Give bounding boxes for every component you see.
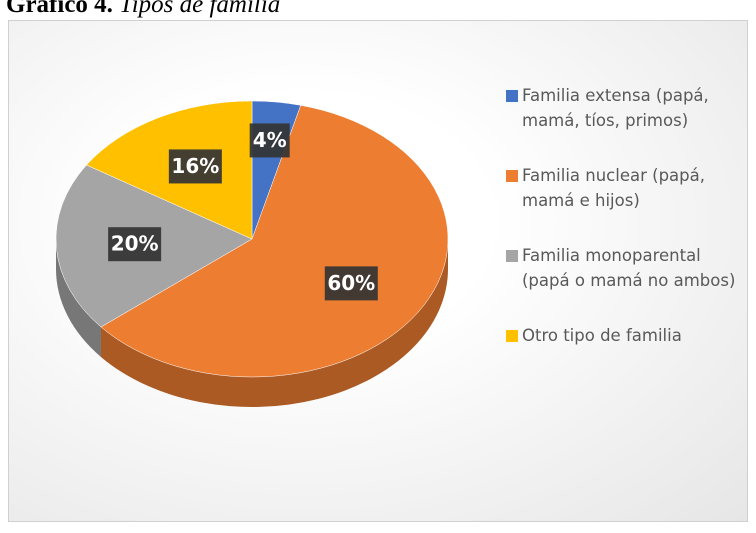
legend-item: Familia nuclear (papá, mamá e hijos) — [506, 163, 736, 213]
caption: Gráfico 4. Tipos de familia — [6, 0, 280, 19]
caption-number: Gráfico 4. — [6, 0, 113, 18]
data-label-box — [168, 149, 222, 184]
legend-label: Familia nuclear (papá, mamá e hijos) — [522, 166, 705, 210]
data-label-box — [249, 123, 290, 158]
legend-swatch — [506, 250, 518, 262]
data-label: 4% — [253, 128, 287, 152]
legend-item: Familia extensa (papá, mamá, tíos, primo… — [506, 83, 736, 133]
legend-swatch — [506, 330, 518, 342]
chart-area: 4% 60% 20% 16% Familia extensa (papá, mamá,… — [8, 20, 748, 522]
data-label: 60% — [327, 271, 375, 295]
data-label-box — [108, 227, 162, 262]
legend-item: Familia monoparental (papá o mamá no amb… — [506, 243, 736, 293]
data-label: 20% — [111, 232, 159, 256]
data-label-box — [324, 266, 378, 301]
legend-label: Familia monoparental (papá o mamá no amb… — [522, 246, 736, 290]
legend-swatch — [506, 170, 518, 182]
legend: Familia extensa (papá, mamá, tíos, primo… — [506, 83, 736, 348]
slice — [100, 105, 449, 378]
slice-side — [56, 239, 101, 357]
legend-label: Familia extensa (papá, mamá, tíos, primo… — [522, 86, 709, 130]
legend-swatch — [506, 90, 518, 102]
legend-item: Otro tipo de familia — [506, 323, 736, 348]
data-label: 16% — [171, 154, 219, 178]
legend-label: Otro tipo de familia — [522, 326, 682, 345]
chart: 4% 60% 20% 16% — [55, 100, 449, 408]
slice-side — [100, 239, 448, 408]
caption-title: Tipos de familia — [119, 0, 281, 18]
